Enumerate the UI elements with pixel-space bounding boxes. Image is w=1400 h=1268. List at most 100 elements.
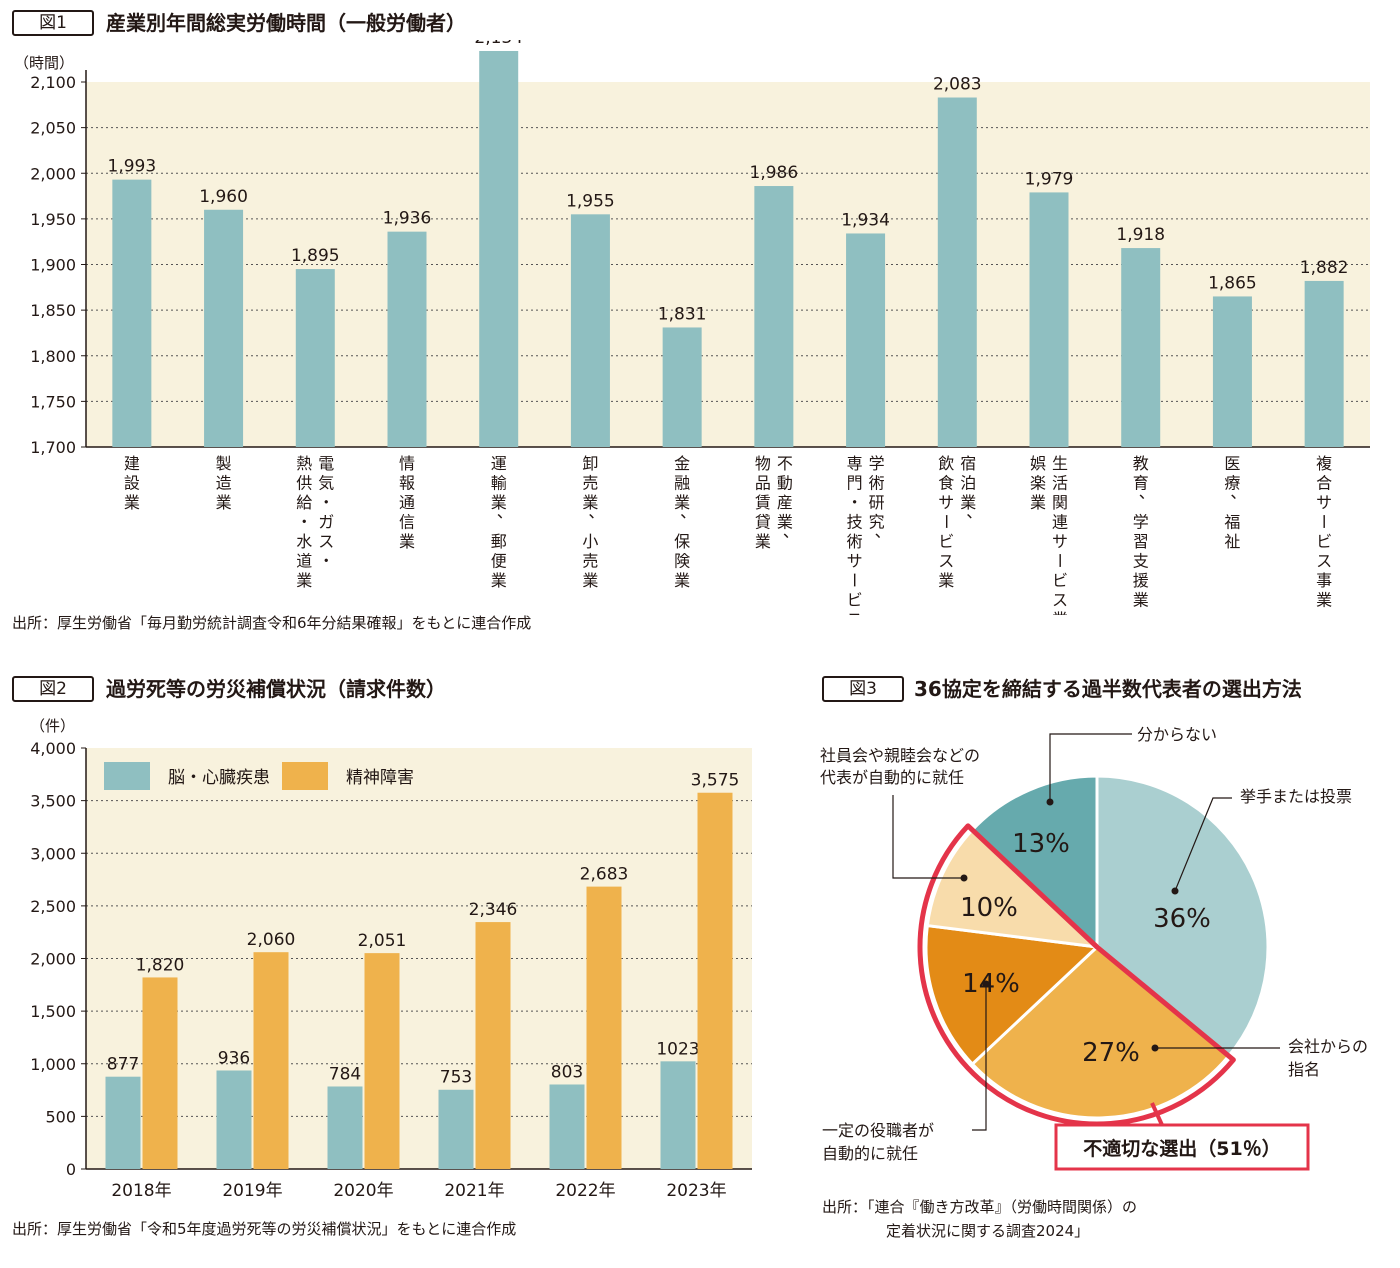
svg-text:業: 業	[1316, 591, 1332, 610]
svg-text:業: 業	[1030, 493, 1046, 512]
y-tick-label: 2,000	[30, 950, 76, 969]
y-axis-unit: （件）	[30, 717, 75, 735]
svg-text:業: 業	[674, 493, 690, 512]
svg-text:ー: ー	[936, 513, 955, 529]
svg-text:・: ・	[296, 513, 312, 532]
value-label: 784	[329, 1064, 361, 1084]
svg-text:究: 究	[869, 513, 885, 532]
value-label: 3,575	[691, 771, 740, 791]
legend: 脳・心臓疾患 精神障害	[104, 762, 414, 790]
svg-text:業: 業	[296, 571, 312, 590]
bar	[754, 186, 794, 447]
svg-text:、: 、	[966, 503, 982, 522]
svg-text:専: 専	[847, 454, 863, 473]
bar	[937, 97, 977, 447]
category-label: 金融業、保険業	[674, 454, 696, 590]
svg-text:業: 業	[124, 493, 140, 512]
y-tick-label: 1,850	[30, 301, 76, 320]
callout-position-line2: 自動的に就任	[822, 1144, 918, 1163]
y-tick-label: 2,000	[30, 164, 76, 183]
fig3-chart: 36% 27% 14% 10% 13% 分からない社員会や親睦会などの代表が自動的に就任挙…	[820, 725, 1368, 1171]
svg-text:保: 保	[674, 532, 690, 551]
bar	[586, 886, 622, 1169]
svg-text:門: 門	[847, 474, 863, 493]
category-label: 卸売業、小売業	[582, 454, 604, 590]
svg-text:ス: ス	[318, 532, 334, 551]
legend-label: 精神障害	[346, 768, 414, 788]
category-label: 建設業	[124, 454, 140, 512]
pie-slice	[970, 774, 1099, 951]
bar	[660, 1061, 696, 1169]
svg-text:不: 不	[777, 454, 793, 473]
bar	[479, 50, 519, 447]
fig2-chart: （件） 4,000 3,500 3,000 2,500 2,000 1,500 1,000 50…	[30, 717, 752, 1201]
bar	[112, 179, 152, 447]
x-tick-label: 2023年	[666, 1181, 726, 1201]
fig2-source: 出所：厚生労働省「令和5年度過労死等の労災補償状況」をもとに連合作成	[12, 1220, 517, 1238]
svg-text:産: 産	[777, 493, 793, 512]
svg-text:娯: 娯	[1030, 454, 1046, 473]
callout-dot	[1151, 1044, 1159, 1052]
svg-text:療: 療	[1224, 474, 1240, 493]
svg-text:術: 術	[847, 532, 863, 551]
value-label: 1,979	[1025, 169, 1074, 189]
y-tick-label: 1,900	[30, 256, 76, 275]
value-label: 753	[440, 1068, 472, 1088]
callout-dot	[1046, 798, 1054, 806]
svg-text:設: 設	[124, 474, 140, 493]
fig3-source-line2: 定着状況に関する調査2024」	[886, 1222, 1090, 1240]
svg-text:売: 売	[582, 552, 598, 571]
callout-line	[892, 795, 964, 879]
value-label: 936	[218, 1048, 250, 1068]
value-label: 1,993	[108, 157, 157, 177]
svg-text:ス: ス	[938, 552, 954, 571]
svg-text:熱: 熱	[296, 454, 312, 473]
callout-unknown: 分からない	[1137, 725, 1217, 744]
bar	[549, 1084, 585, 1169]
value-label: 1,820	[136, 955, 185, 975]
y-tick-label: 2,500	[30, 897, 76, 916]
svg-text:、: 、	[588, 503, 604, 522]
category-label: 宿泊業、	[960, 454, 982, 522]
svg-text:業: 業	[960, 493, 976, 512]
svg-text:業: 業	[216, 493, 232, 512]
y-tick-label: 0	[66, 1160, 76, 1179]
svg-text:信: 信	[399, 513, 415, 532]
pie-slice	[1095, 774, 1270, 1059]
category-label: 娯楽業	[1030, 454, 1046, 512]
bar	[253, 952, 289, 1169]
svg-text:研: 研	[869, 493, 885, 512]
fig3-badge: 図3	[822, 676, 904, 702]
svg-text:育: 育	[1133, 474, 1149, 493]
callout-line	[972, 984, 987, 1131]
callout-association-line2: 代表が自動的に就任	[820, 768, 964, 787]
callout-line	[1049, 733, 1132, 802]
svg-text:製: 製	[216, 454, 232, 473]
y-axis-unit: （時間）	[14, 54, 74, 72]
svg-text:業: 業	[491, 493, 507, 512]
value-label: 1,882	[1300, 258, 1349, 278]
svg-text:技: 技	[847, 513, 863, 532]
svg-text:関: 関	[1052, 493, 1068, 512]
svg-text:ガ: ガ	[318, 513, 334, 532]
svg-text:通: 通	[399, 493, 415, 512]
svg-text:泊: 泊	[960, 474, 976, 493]
y-tick-label: 1,500	[30, 1002, 76, 1021]
svg-text:習: 習	[1133, 532, 1149, 551]
pie-slice	[970, 945, 1231, 1120]
bar	[327, 1086, 363, 1169]
svg-text:宿: 宿	[960, 454, 976, 473]
value-label: 1023	[656, 1039, 699, 1059]
svg-text:生: 生	[1052, 454, 1068, 473]
value-label: 1,865	[1208, 273, 1257, 293]
value-label: 2,346	[469, 900, 518, 920]
svg-text:・: ・	[847, 493, 863, 512]
svg-text:輸: 輸	[491, 474, 507, 493]
callout-dot	[960, 874, 968, 882]
svg-text:ビ: ビ	[1316, 532, 1332, 551]
svg-text:供: 供	[296, 474, 312, 493]
y-tick-label: 2,050	[30, 119, 76, 138]
svg-text:物: 物	[755, 454, 771, 473]
svg-text:報: 報	[399, 474, 415, 493]
